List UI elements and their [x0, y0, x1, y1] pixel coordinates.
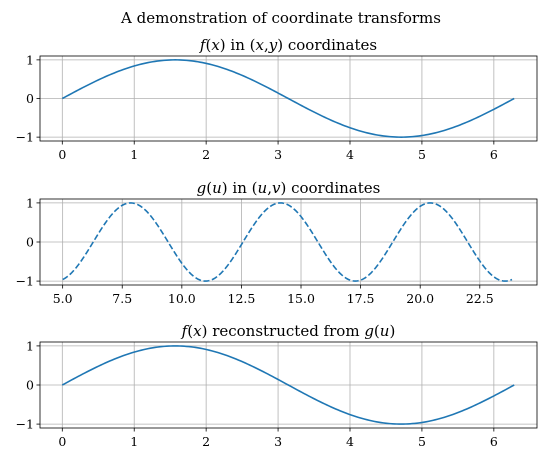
series-line	[61, 59, 515, 138]
x-tick-label: 7.5	[112, 291, 132, 306]
panel-3: 0 1 2 3 4 5 6 −1 0 1 f(x) reconstructed from g(u)	[16, 322, 538, 449]
x-tick-label: 2	[202, 147, 210, 162]
x-tick-label: 5	[418, 434, 426, 449]
series-line	[62, 202, 513, 282]
y-tick-label: −1	[16, 417, 34, 432]
panel-2: 5.0 7.5 10.0 12.5 15.0 17.5 20.0 22.5 −1 0 1 g(u) i…	[16, 179, 538, 306]
x-tick-label: 4	[346, 434, 354, 449]
y-tick-label: 0	[26, 378, 34, 393]
x-tick-label: 17.5	[347, 291, 375, 306]
x-tick-label: 3	[274, 434, 282, 449]
x-tick-label: 22.5	[466, 291, 494, 306]
x-tick-label: 0	[58, 434, 66, 449]
x-tick-label: 5	[418, 147, 426, 162]
y-tick-label: −1	[16, 130, 34, 145]
x-tick-label: 0	[58, 147, 66, 162]
x-tick-label: 6	[490, 147, 498, 162]
x-tick-label: 1	[130, 434, 138, 449]
axes-title: f(x) reconstructed from g(u)	[181, 322, 396, 340]
y-tick-label: −1	[16, 274, 34, 289]
axes-title: g(u) in (u,v) coordinates	[197, 179, 381, 197]
y-tick-label: 1	[26, 52, 34, 67]
x-tick-label: 1	[130, 147, 138, 162]
axes-title: f(x) in (x,y) coordinates	[199, 36, 377, 54]
x-tick-label: 2	[202, 434, 210, 449]
y-tick-label: 1	[26, 195, 34, 210]
x-tick-label: 12.5	[228, 291, 256, 306]
figure-suptitle: A demonstration of coordinate transforms	[120, 9, 441, 27]
x-tick-label: 4	[346, 147, 354, 162]
y-tick-label: 0	[26, 91, 34, 106]
y-tick-label: 1	[26, 338, 34, 353]
y-tick-label: 0	[26, 235, 34, 250]
series-line	[61, 345, 515, 425]
x-tick-label: 15.0	[287, 291, 315, 306]
x-tick-label: 6	[490, 434, 498, 449]
x-tick-label: 3	[274, 147, 282, 162]
panel-1: 0 1 2 3 4 5 6 −1 0 1 f(x) in (x,y) coordinates	[16, 36, 538, 162]
x-tick-label: 10.0	[168, 291, 196, 306]
x-tick-label: 20.0	[406, 291, 434, 306]
x-tick-label: 5.0	[53, 291, 73, 306]
